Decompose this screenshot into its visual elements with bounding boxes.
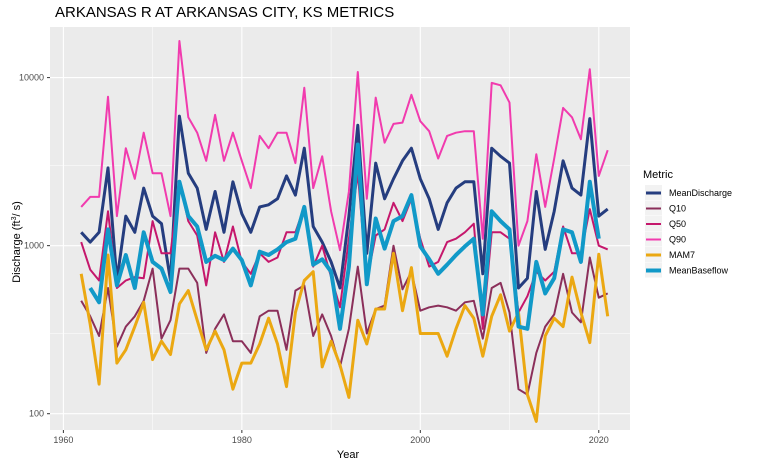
legend-label: MAM7 <box>669 250 695 260</box>
series-line-q10 <box>80 244 609 396</box>
legend-label: Q50 <box>669 219 686 229</box>
y-axis-title: Discharge (ft3/ s) <box>11 201 23 283</box>
y-axis: 100 1000 10000 <box>19 73 50 419</box>
legend: Metric MeanDischarge Q10 Q50 Q90 MAM7 MeanBas… <box>643 169 732 278</box>
legend-title: Metric <box>643 169 673 181</box>
chart-title: ARKANSAS R AT ARKANSAS CITY, KS METRICS <box>55 4 394 21</box>
x-tick-label: 2020 <box>589 435 609 445</box>
legend-label: MeanBaseflow <box>669 266 729 276</box>
y-tick-label: 1000 <box>24 241 44 251</box>
legend-label: MeanDischarge <box>669 188 732 198</box>
x-tick-label: 2000 <box>410 435 430 445</box>
series-line-q90 <box>80 40 609 252</box>
x-tick-label: 1980 <box>232 435 252 445</box>
series-layer <box>79 40 610 423</box>
x-axis-title: Year <box>337 449 360 461</box>
x-tick-label: 1960 <box>53 435 73 445</box>
series-line-meandischarge <box>80 114 609 290</box>
legend-label: Q90 <box>669 235 686 245</box>
series-line-meanbaseflow <box>88 142 601 331</box>
legend-label: Q10 <box>669 204 686 214</box>
y-tick-label: 100 <box>29 409 44 419</box>
y-tick-label: 10000 <box>19 73 44 83</box>
x-axis: 1960 1980 2000 2020 <box>53 430 609 445</box>
series-line-q50 <box>80 172 609 330</box>
